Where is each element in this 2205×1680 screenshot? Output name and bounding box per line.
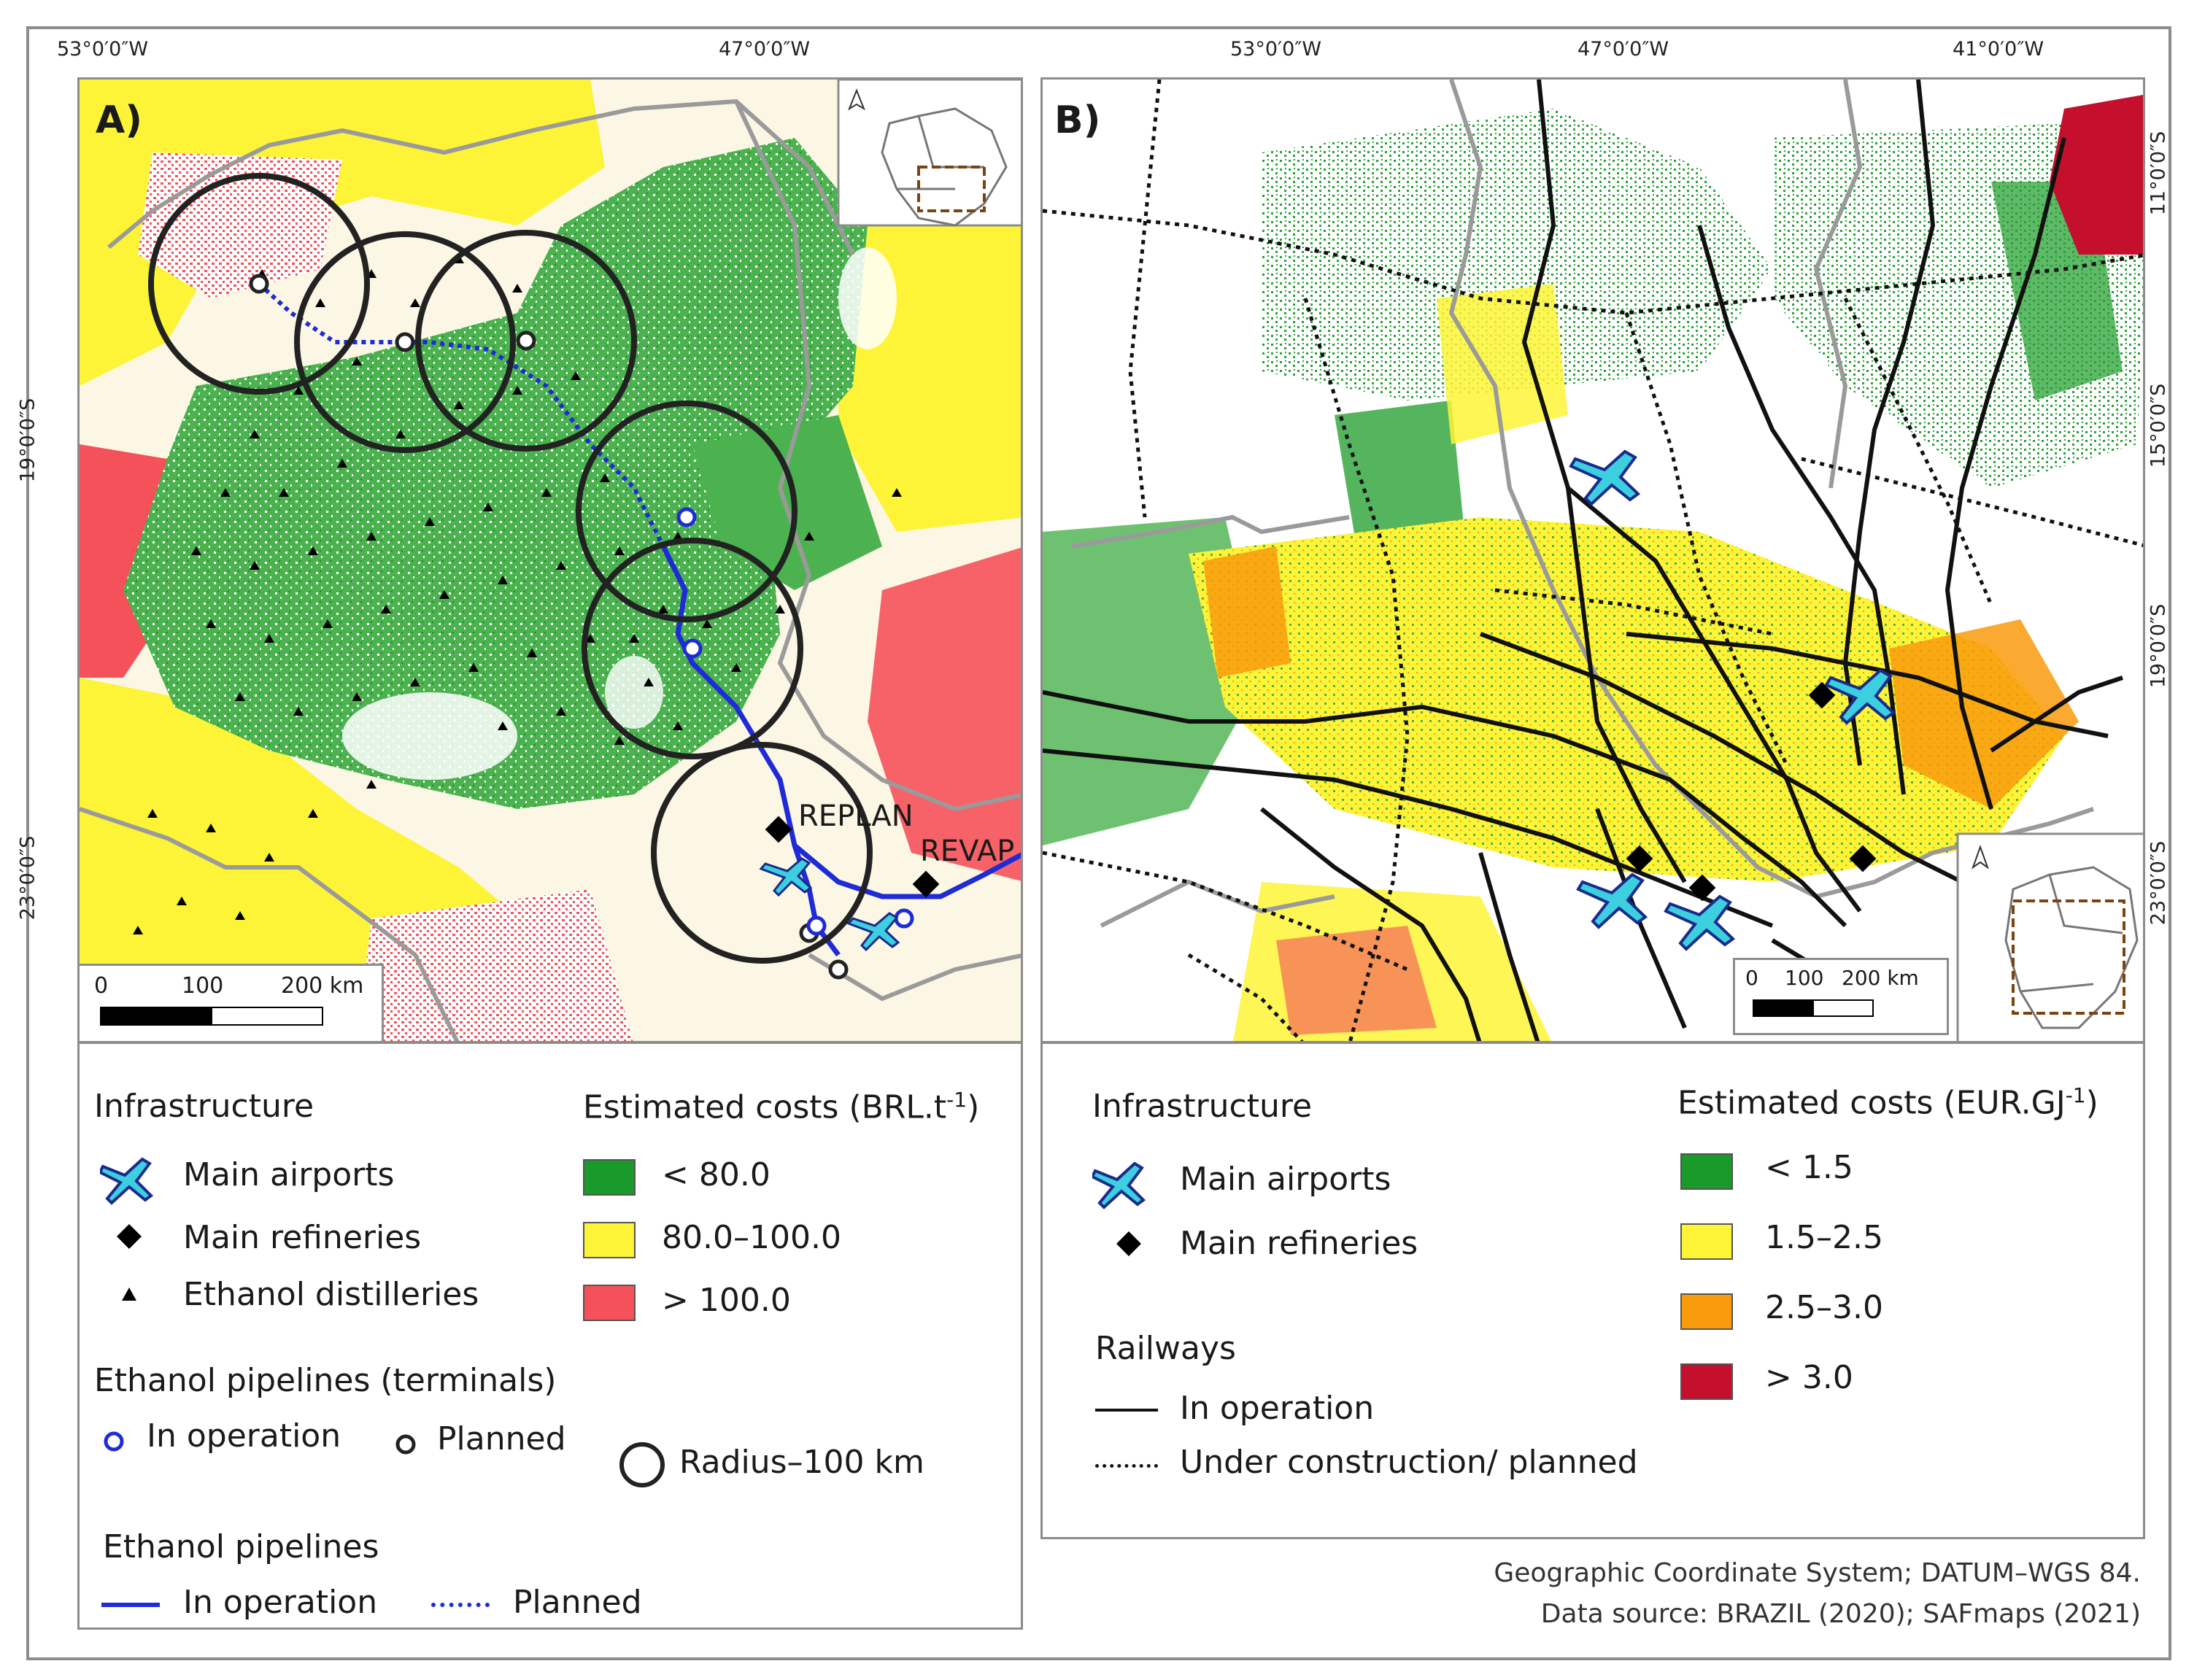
refinery-label-revap: REVAP bbox=[920, 835, 1015, 868]
refinery-icon bbox=[117, 1224, 142, 1249]
legend-a: Infrastructure Main airports Main refine… bbox=[77, 1042, 1023, 1630]
legend-a-terminal-planned: Planned bbox=[437, 1420, 566, 1458]
coord-a-top-1: 53°0′0″W bbox=[57, 38, 149, 61]
map-b-canvas bbox=[1043, 80, 2143, 1041]
terminal-planned-icon bbox=[395, 1434, 416, 1455]
darkred-region bbox=[2050, 95, 2143, 255]
red-region bbox=[1276, 926, 1437, 1035]
legend-a-pipeline-in-operation: In operation bbox=[183, 1584, 378, 1621]
coord-b-right-4: 23°0′0″S bbox=[2147, 840, 2170, 926]
legend-a-terminals-title: Ethanol pipelines (terminals) bbox=[94, 1362, 557, 1399]
cost-class-label: < 1.5 bbox=[1765, 1149, 1853, 1186]
railways-planned bbox=[1043, 80, 2143, 1041]
legend-a-costs-title: Estimated costs (BRL.t-1) bbox=[583, 1088, 980, 1126]
yellow-region bbox=[1437, 284, 1568, 444]
rail-planned-icon bbox=[1095, 1464, 1158, 1468]
coord-b-top-2: 47°0′0″W bbox=[1578, 38, 1669, 61]
legend-b-railways-title: Railways bbox=[1095, 1330, 1236, 1367]
coord-b-right-2: 15°0′0″S bbox=[2147, 383, 2170, 468]
scale-tick: 0 bbox=[94, 973, 109, 999]
legend-b-infrastructure-title: Infrastructure bbox=[1092, 1088, 1313, 1125]
coord-b-right-1: 11°0′0″S bbox=[2147, 131, 2170, 216]
cost-swatch-yellow bbox=[583, 1222, 636, 1258]
refinery-icon bbox=[1116, 1231, 1141, 1256]
orange-region bbox=[1203, 546, 1291, 678]
map-a-panel-label: A) bbox=[96, 98, 143, 142]
coord-a-top-2: 47°0′0″W bbox=[719, 38, 811, 61]
legend-a-terminal-in-operation: In operation bbox=[147, 1417, 341, 1455]
coord-b-top-1: 53°0′0″W bbox=[1230, 38, 1322, 61]
yellow-region bbox=[1189, 517, 2064, 882]
map-a-airports bbox=[759, 857, 900, 952]
map-a-canvas bbox=[80, 80, 1021, 1041]
pipeline-planned-icon bbox=[431, 1603, 490, 1607]
rail-in-operation-icon bbox=[1095, 1409, 1158, 1412]
refinery-label-replan: REPLAN bbox=[798, 800, 914, 833]
scale-tick: 200 km bbox=[281, 973, 364, 999]
cost-swatch-red bbox=[583, 1285, 636, 1321]
legend-a-refineries-label: Main refineries bbox=[183, 1219, 422, 1256]
cost-swatch-darkred bbox=[1680, 1363, 1733, 1400]
radius-circle-icon bbox=[619, 1442, 665, 1487]
legend-a-radius-label: Radius–100 km bbox=[679, 1444, 924, 1481]
cost-class-label: < 80.0 bbox=[662, 1156, 771, 1193]
legend-a-infrastructure-title: Infrastructure bbox=[94, 1088, 314, 1125]
legend-b-rail-in-operation: In operation bbox=[1180, 1390, 1375, 1427]
map-b-scale-bar: 0 100 200 km bbox=[1733, 958, 1949, 1035]
red-region bbox=[868, 547, 1021, 881]
green-region bbox=[692, 415, 882, 590]
airport-icon bbox=[1092, 1161, 1146, 1209]
map-a-scale-bar: 0 100 200 km bbox=[80, 964, 384, 1041]
cost-class-label: 1.5–2.5 bbox=[1765, 1219, 1883, 1256]
map-a-refineries bbox=[765, 816, 940, 898]
map-a[interactable]: A) REPLAN REVAP 0 100 200 km bbox=[77, 77, 1023, 1043]
coord-a-left-1: 19°0′0″S bbox=[16, 398, 39, 483]
figure-frame bbox=[26, 26, 2171, 1660]
cost-swatch-green bbox=[583, 1159, 636, 1196]
cost-class-label: > 3.0 bbox=[1765, 1359, 1853, 1396]
legend-a-airports-label: Main airports bbox=[183, 1156, 395, 1193]
legend-b-airports-label: Main airports bbox=[1180, 1161, 1391, 1198]
coord-b-top-3: 41°0′0″W bbox=[1953, 38, 2044, 61]
legend-a-pipelines-title: Ethanol pipelines bbox=[103, 1528, 379, 1565]
scale-tick: 100 bbox=[1785, 966, 1824, 990]
airport-icon bbox=[100, 1157, 154, 1205]
pipeline-planned bbox=[257, 282, 665, 548]
pipeline-in-operation bbox=[660, 545, 1021, 899]
cost-class-label: 2.5–3.0 bbox=[1765, 1289, 1883, 1326]
legend-b: Infrastructure Main airports Main refine… bbox=[1040, 1042, 2145, 1539]
note-source: Data source: BRAZIL (2020); SAFmaps (202… bbox=[1540, 1599, 2141, 1629]
coord-a-left-2: 23°0′0″S bbox=[16, 835, 39, 921]
cost-swatch-yellow bbox=[1680, 1223, 1733, 1260]
map-b[interactable]: B) 0 100 200 km bbox=[1040, 77, 2145, 1043]
legend-b-refineries-label: Main refineries bbox=[1180, 1225, 1418, 1262]
map-b-refineries bbox=[1626, 681, 1877, 902]
map-b-airports bbox=[1569, 449, 1896, 951]
scale-tick: 0 bbox=[1745, 966, 1758, 990]
distillery-icon bbox=[122, 1288, 136, 1301]
cost-swatch-orange bbox=[1680, 1293, 1733, 1330]
coord-b-right-3: 19°0′0″S bbox=[2147, 603, 2170, 689]
legend-b-rail-planned: Under construction/ planned bbox=[1180, 1444, 1638, 1481]
terminal-in-operation-icon bbox=[104, 1431, 124, 1452]
map-b-panel-label: B) bbox=[1054, 98, 1101, 142]
scale-tick: 100 bbox=[182, 973, 224, 999]
note-crs: Geographic Coordinate System; DATUM–WGS … bbox=[1494, 1558, 2141, 1588]
red-region bbox=[357, 889, 633, 1041]
cost-class-label: 80.0–100.0 bbox=[662, 1219, 841, 1256]
cost-swatch-green bbox=[1680, 1153, 1733, 1190]
scale-tick: 200 km bbox=[1842, 966, 1919, 990]
orange-region bbox=[1889, 619, 2079, 809]
legend-b-costs-title: Estimated costs (EUR.GJ-1) bbox=[1677, 1083, 2098, 1122]
legend-a-pipeline-planned: Planned bbox=[513, 1584, 642, 1621]
pipeline-in-operation-icon bbox=[101, 1603, 160, 1607]
legend-a-distilleries-label: Ethanol distilleries bbox=[183, 1276, 479, 1313]
cost-class-label: > 100.0 bbox=[662, 1282, 791, 1319]
radius-circles bbox=[148, 173, 873, 964]
green-region bbox=[1262, 109, 1772, 400]
